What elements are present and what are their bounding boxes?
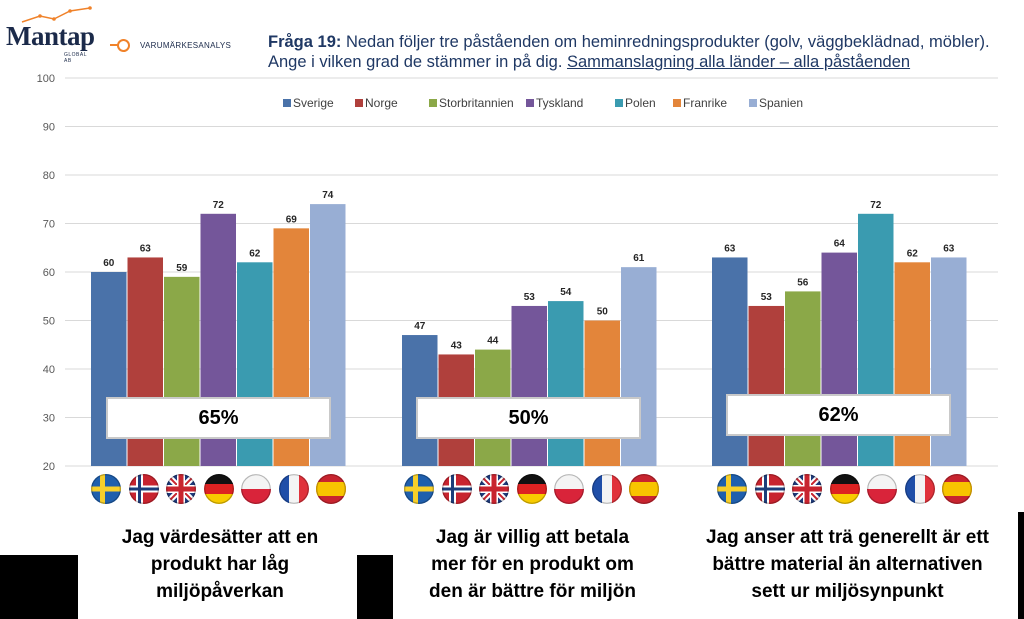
legend-swatch	[615, 99, 623, 107]
brand-tag-text: VARUMÄRKESANALYS	[140, 41, 232, 50]
y-tick-label: 40	[43, 364, 55, 376]
sweden-flag-icon	[717, 474, 747, 504]
caption-2: Jag är villig att betala mer för en prod…	[395, 524, 670, 605]
germany-flag-icon	[516, 474, 547, 504]
y-tick-label: 90	[43, 122, 55, 134]
caption-3-line-1: Jag anser att trä generellt är ett	[706, 527, 989, 548]
data-label: 54	[560, 287, 572, 298]
legend-swatch	[283, 99, 291, 107]
norway-flag-icon	[754, 474, 785, 504]
total-box-1: 65%	[106, 397, 331, 439]
caption-2-line-3: den är bättre för miljön	[429, 581, 636, 602]
france-flag-icon	[591, 474, 622, 504]
data-label: 43	[451, 340, 463, 351]
france-flag-icon	[278, 474, 309, 504]
bar-polen	[548, 301, 584, 466]
brand-ring-icon	[110, 39, 130, 52]
y-tick-label: 100	[37, 73, 55, 85]
data-label: 56	[797, 277, 809, 288]
caption-1-line-3: miljöpåverkan	[156, 581, 284, 602]
legend-label: Spanien	[759, 96, 803, 110]
question-label: Fråga 19:	[268, 33, 342, 51]
bar-storbritannien	[785, 291, 821, 466]
legend-label: Sverige	[293, 96, 334, 110]
germany-flag-icon	[829, 474, 860, 504]
legend-swatch	[749, 99, 757, 107]
data-label: 61	[633, 253, 645, 264]
france-flag-icon	[904, 474, 935, 504]
legend-swatch	[526, 99, 534, 107]
black-block-right	[1018, 512, 1024, 619]
legend-label: Norge	[365, 96, 398, 110]
poland-flag-icon	[867, 474, 897, 504]
spain-flag-icon	[942, 474, 972, 504]
y-tick-label: 80	[43, 170, 55, 182]
mantap-logo: Mantap GLOBAL AB	[6, 6, 95, 64]
caption-3-line-2: bättre material än alternativen	[712, 554, 983, 575]
data-label: 74	[322, 190, 334, 201]
data-label: 53	[524, 292, 536, 303]
legend-label: Franrike	[683, 96, 727, 110]
caption-1-line-1: Jag värdesätter att en	[121, 527, 319, 548]
y-tick-label: 50	[43, 316, 55, 328]
legend-label: Polen	[625, 96, 656, 110]
data-label: 72	[213, 200, 225, 211]
germany-flag-icon	[203, 474, 234, 504]
brand-tag: VARUMÄRKESANALYS	[110, 39, 232, 52]
bar-norge	[748, 305, 784, 466]
data-label: 63	[943, 243, 955, 254]
logo-swoosh-icon	[21, 6, 92, 23]
data-label: 59	[176, 263, 188, 274]
question-link[interactable]: Sammanslagning alla länder – alla påståe…	[567, 53, 911, 71]
logo-subtitle: GLOBAL AB	[64, 52, 87, 64]
logo-wordmark: Mantap	[6, 21, 95, 51]
data-label: 47	[414, 321, 426, 332]
norway-flag-icon	[441, 474, 472, 504]
spain-flag-icon	[629, 474, 659, 504]
black-block-middle	[357, 555, 393, 619]
black-block-left	[0, 555, 78, 619]
bar-franrike	[584, 320, 620, 466]
caption-3-line-3: sett ur miljösynpunkt	[751, 581, 944, 602]
norway-flag-icon	[128, 474, 159, 504]
caption-2-line-1: Jag är villig att betala	[435, 527, 630, 548]
question-text: Nedan följer tre påståenden om heminredn…	[268, 33, 990, 71]
data-label: 50	[597, 307, 609, 318]
data-label: 62	[907, 248, 919, 259]
uk-flag-icon	[479, 474, 509, 504]
data-label: 69	[286, 214, 298, 225]
legend-label: Storbritannien	[439, 96, 514, 110]
caption-1-line-2: produkt har låg	[150, 554, 290, 575]
poland-flag-icon	[241, 474, 271, 504]
sweden-flag-icon	[404, 474, 434, 504]
data-label: 64	[834, 239, 846, 250]
caption-1: Jag värdesätter att en produkt har låg m…	[80, 524, 360, 605]
caption-2-line-2: mer för en produkt om	[431, 554, 634, 575]
y-tick-label: 70	[43, 219, 55, 231]
data-label: 72	[870, 200, 882, 211]
poland-flag-icon	[554, 474, 584, 504]
y-tick-label: 60	[43, 267, 55, 279]
bar-tyskland	[511, 305, 547, 466]
legend-swatch	[355, 99, 363, 107]
y-tick-label: 30	[43, 413, 55, 425]
data-label: 44	[487, 336, 499, 347]
data-label: 63	[724, 243, 736, 254]
y-tick-label: 20	[43, 461, 55, 473]
uk-flag-icon	[792, 474, 822, 504]
legend-swatch	[429, 99, 437, 107]
data-label: 60	[103, 258, 115, 269]
total-box-3: 62%	[726, 394, 951, 436]
legend-swatch	[673, 99, 681, 107]
legend-label: Tyskland	[536, 96, 583, 110]
data-label: 63	[140, 243, 152, 254]
question-title: Fråga 19: Nedan följer tre påståenden om…	[268, 32, 1008, 72]
data-label: 53	[761, 292, 773, 303]
spain-flag-icon	[316, 474, 346, 504]
sweden-flag-icon	[91, 474, 121, 504]
total-box-2: 50%	[416, 397, 641, 439]
caption-3: Jag anser att trä generellt är ett bättr…	[680, 524, 1015, 605]
uk-flag-icon	[166, 474, 196, 504]
data-label: 62	[249, 248, 261, 259]
